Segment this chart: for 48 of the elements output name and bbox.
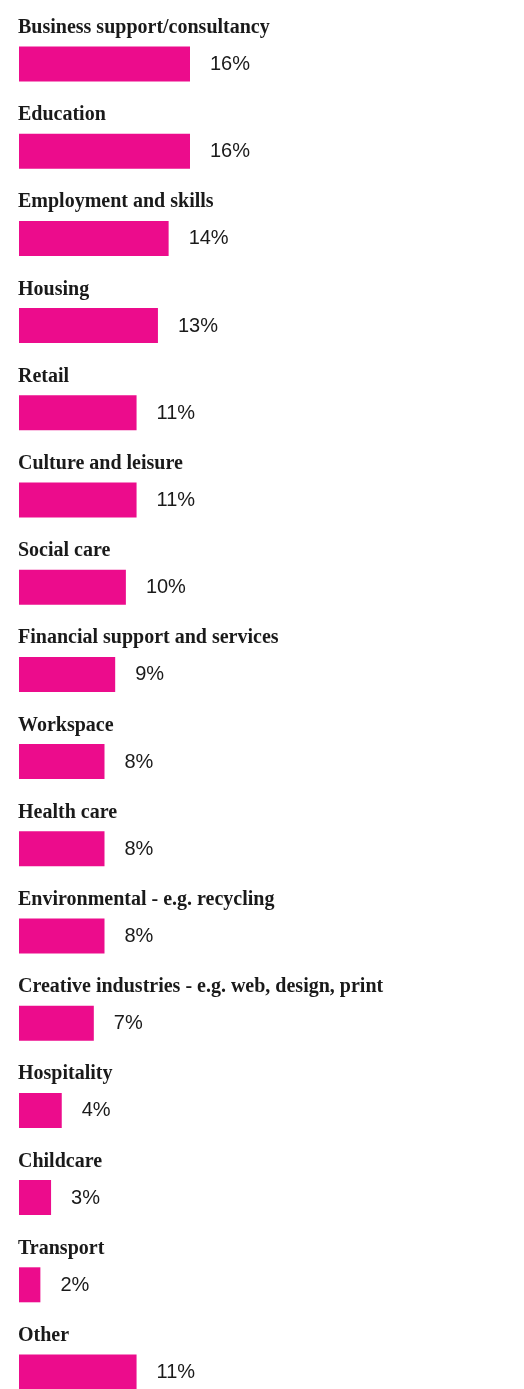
y-tick-label: Social care <box>18 538 111 561</box>
data-label: 9% <box>135 662 165 685</box>
y-tick-label: Hospitality <box>18 1061 113 1085</box>
y-tick-label: Environmental - e.g. recycling <box>18 887 275 910</box>
y-tick-label: Other <box>18 1323 70 1345</box>
y-tick-label: Retail <box>18 363 70 386</box>
bar <box>19 1005 94 1041</box>
data-label: 16% <box>210 52 251 74</box>
data-label: 4% <box>81 1098 111 1121</box>
bar <box>19 220 169 256</box>
y-tick-label: Employment and skills <box>18 189 214 213</box>
data-label: 8% <box>124 836 154 859</box>
bar <box>19 308 158 344</box>
y-tick-label: Health care <box>18 799 118 822</box>
bar <box>19 656 116 692</box>
y-tick-label: Financial support and services <box>18 625 279 649</box>
data-label: 11% <box>156 400 196 423</box>
data-label: 11% <box>156 488 196 510</box>
bar <box>19 1267 41 1303</box>
data-label: 14% <box>188 226 229 249</box>
bar <box>19 133 190 169</box>
bar <box>19 1092 62 1128</box>
bar <box>19 395 137 431</box>
y-tick-label: Creative industries - e.g. web, design, print <box>18 974 384 998</box>
data-label: 3% <box>71 1185 101 1208</box>
bar <box>19 1180 52 1216</box>
y-tick-label: Business support/consultancy <box>18 15 270 38</box>
data-label: 7% <box>113 1011 143 1034</box>
bar <box>19 831 105 867</box>
y-tick-label: Transport <box>18 1235 105 1259</box>
y-tick-label: Culture and leisure <box>18 451 183 473</box>
bar <box>19 46 190 82</box>
data-label: 8% <box>124 749 154 772</box>
bar <box>19 918 105 954</box>
y-tick-label: Childcare <box>18 1148 103 1171</box>
data-label: 8% <box>124 924 154 946</box>
data-label: 16% <box>210 139 251 162</box>
bar <box>19 569 126 605</box>
bar <box>19 744 105 780</box>
data-label: 2% <box>60 1272 90 1295</box>
bar <box>19 482 137 518</box>
y-tick-label: Workspace <box>18 712 114 736</box>
y-tick-label: Housing <box>18 276 90 300</box>
data-label: 10% <box>145 575 187 598</box>
data-label: 13% <box>177 313 219 336</box>
bar <box>19 1354 137 1389</box>
data-label: 11% <box>156 1360 196 1382</box>
y-tick-label: Education <box>18 102 106 125</box>
